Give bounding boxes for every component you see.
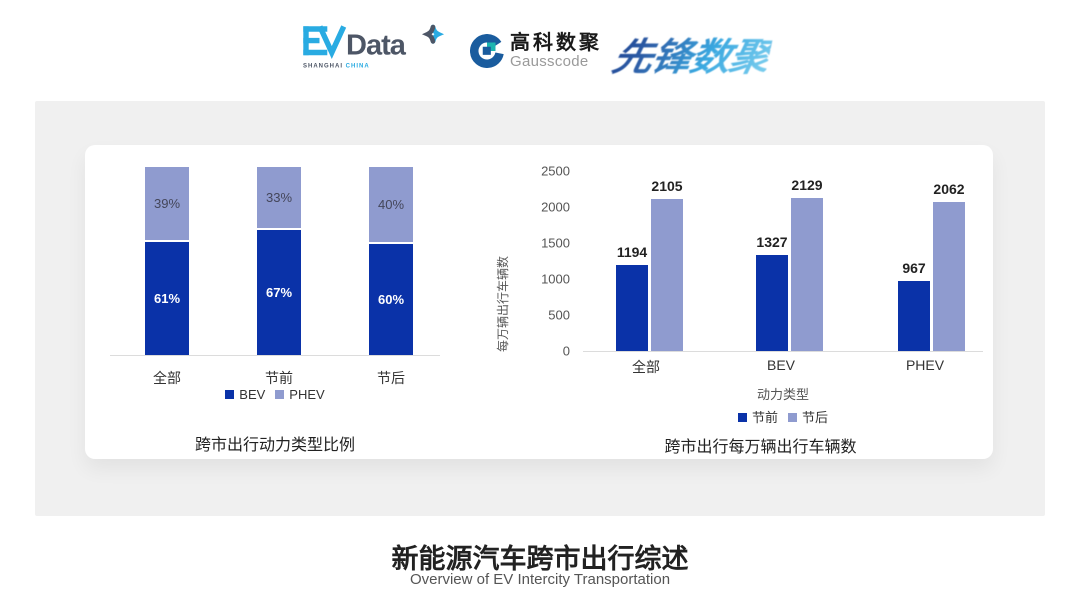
- svg-text:SHANGHAI CHINA: SHANGHAI CHINA: [303, 64, 370, 70]
- svg-text:Data: Data: [346, 30, 407, 62]
